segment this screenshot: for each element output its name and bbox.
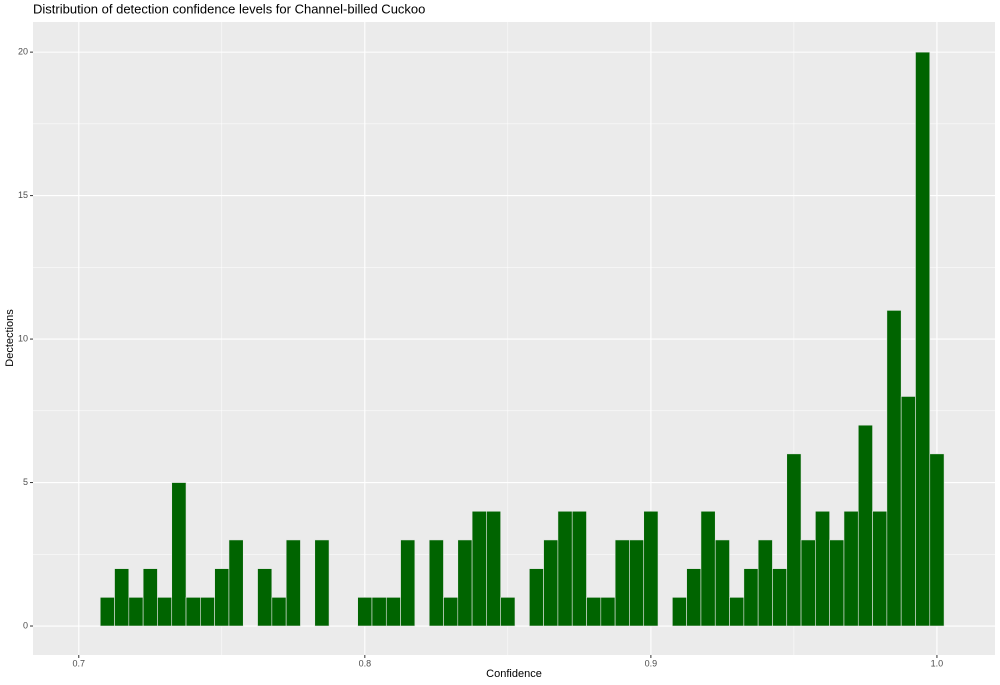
bar: [600, 597, 616, 627]
bar: [285, 539, 301, 627]
bar: [743, 568, 759, 627]
x-axis-title: Confidence: [486, 668, 542, 680]
y-tick-label: 15: [18, 190, 28, 200]
bar: [829, 539, 845, 627]
bar: [486, 510, 501, 627]
bar: [385, 597, 401, 627]
bar: [643, 510, 659, 627]
bar: [185, 597, 201, 627]
bar: [157, 597, 173, 627]
bar: [128, 597, 144, 627]
x-tick-label: 1.0: [931, 658, 944, 668]
bar: [571, 510, 587, 627]
bar: [800, 539, 816, 627]
bar: [214, 568, 230, 627]
bar: [700, 510, 716, 627]
bar: [400, 539, 416, 627]
y-axis-title: Dectections: [4, 309, 16, 367]
bar: [915, 51, 931, 627]
bar: [314, 539, 330, 627]
bar: [271, 597, 287, 627]
bar: [672, 597, 687, 627]
bar: [500, 597, 516, 627]
y-tick-label: 20: [18, 47, 28, 57]
bar: [357, 597, 373, 627]
bar: [729, 597, 745, 627]
bar: [629, 539, 645, 627]
bar: [557, 510, 573, 627]
bar: [142, 568, 158, 627]
bar: [471, 510, 487, 627]
bar: [200, 597, 215, 627]
bar: [872, 510, 888, 627]
bar: [114, 568, 130, 627]
bar: [857, 424, 873, 627]
bar: [257, 568, 273, 627]
bar: [900, 396, 916, 627]
bars: [99, 51, 945, 627]
y-tick-label: 5: [23, 477, 28, 487]
bar: [529, 568, 544, 627]
bar: [371, 597, 387, 627]
bar: [228, 539, 244, 627]
y-tick-label: 10: [18, 333, 28, 343]
bar: [428, 539, 444, 627]
bar: [686, 568, 702, 627]
x-tick-label: 0.8: [359, 658, 372, 668]
bar: [886, 310, 902, 627]
bar: [815, 510, 830, 627]
bar: [543, 539, 559, 627]
y-tick-label: 0: [23, 620, 28, 630]
chart-title: Distribution of detection confidence lev…: [33, 1, 425, 16]
bar: [714, 539, 730, 627]
bar: [443, 597, 459, 627]
bar: [843, 510, 859, 627]
x-tick-label: 0.7: [73, 658, 86, 668]
bar: [171, 482, 187, 627]
x-tick-label: 0.9: [645, 658, 658, 668]
bar: [99, 597, 115, 627]
bar: [457, 539, 473, 627]
bar: [772, 568, 788, 627]
bar: [786, 453, 802, 627]
bar: [757, 539, 773, 627]
bar: [586, 597, 602, 627]
bar: [614, 539, 630, 627]
bar: [929, 453, 945, 627]
